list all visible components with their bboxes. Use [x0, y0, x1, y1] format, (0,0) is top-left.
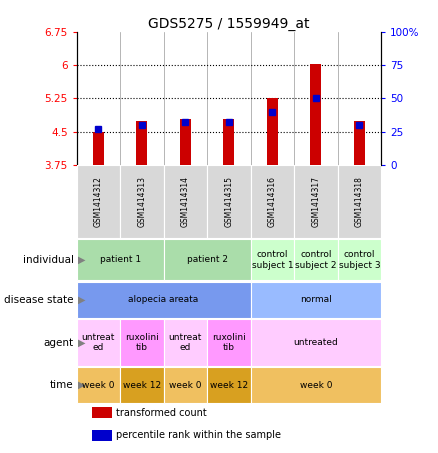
- Text: week 0: week 0: [300, 381, 332, 390]
- Text: normal: normal: [300, 295, 332, 304]
- Text: GSM1414317: GSM1414317: [311, 176, 320, 227]
- Bar: [338, 239, 381, 280]
- Bar: [137, 120, 147, 165]
- Bar: [120, 319, 164, 366]
- Bar: [251, 319, 381, 366]
- Bar: [120, 165, 164, 238]
- Bar: [77, 319, 120, 366]
- Text: time: time: [50, 380, 74, 390]
- Text: week 12: week 12: [123, 381, 161, 390]
- Text: ▶: ▶: [78, 337, 86, 347]
- Bar: [120, 367, 164, 403]
- Text: ▶: ▶: [78, 295, 86, 305]
- Text: GSM1414316: GSM1414316: [268, 176, 277, 227]
- Text: percentile rank within the sample: percentile rank within the sample: [116, 430, 281, 440]
- Text: disease state: disease state: [4, 295, 74, 305]
- Bar: [164, 239, 251, 280]
- Text: untreat
ed: untreat ed: [82, 333, 115, 352]
- Text: untreat
ed: untreat ed: [169, 333, 202, 352]
- Bar: [338, 165, 381, 238]
- Text: ▶: ▶: [78, 255, 86, 265]
- Bar: [77, 239, 164, 280]
- Bar: [92, 429, 112, 441]
- Text: control
subject 2: control subject 2: [295, 250, 336, 270]
- Bar: [354, 120, 365, 165]
- Bar: [223, 119, 234, 165]
- Bar: [207, 319, 251, 366]
- Bar: [93, 132, 104, 165]
- Bar: [251, 165, 294, 238]
- Text: ▶: ▶: [78, 380, 86, 390]
- Text: alopecia areata: alopecia areata: [128, 295, 199, 304]
- Bar: [207, 165, 251, 238]
- Bar: [77, 367, 120, 403]
- Bar: [294, 239, 338, 280]
- Bar: [251, 282, 381, 318]
- Bar: [180, 119, 191, 165]
- Text: agent: agent: [43, 337, 74, 347]
- Text: week 0: week 0: [82, 381, 115, 390]
- Text: week 0: week 0: [169, 381, 201, 390]
- Bar: [207, 367, 251, 403]
- Text: GSM1414314: GSM1414314: [181, 176, 190, 227]
- Text: week 12: week 12: [210, 381, 248, 390]
- Text: untreated: untreated: [293, 338, 338, 347]
- Bar: [77, 282, 251, 318]
- Title: GDS5275 / 1559949_at: GDS5275 / 1559949_at: [148, 17, 310, 31]
- Text: patient 2: patient 2: [187, 255, 228, 265]
- Bar: [164, 367, 207, 403]
- Text: GSM1414313: GSM1414313: [138, 176, 146, 227]
- Text: control
subject 1: control subject 1: [251, 250, 293, 270]
- Bar: [164, 319, 207, 366]
- Bar: [311, 64, 321, 165]
- Text: ruxolini
tib: ruxolini tib: [125, 333, 159, 352]
- Text: control
subject 3: control subject 3: [339, 250, 380, 270]
- Bar: [164, 165, 207, 238]
- Text: GSM1414312: GSM1414312: [94, 176, 103, 227]
- Text: ruxolini
tib: ruxolini tib: [212, 333, 246, 352]
- Bar: [251, 367, 381, 403]
- Bar: [92, 407, 112, 418]
- Text: GSM1414318: GSM1414318: [355, 176, 364, 227]
- Text: individual: individual: [23, 255, 74, 265]
- Bar: [77, 165, 120, 238]
- Bar: [294, 165, 338, 238]
- Text: GSM1414315: GSM1414315: [224, 176, 233, 227]
- Bar: [267, 98, 278, 165]
- Text: patient 1: patient 1: [99, 255, 141, 265]
- Text: transformed count: transformed count: [116, 408, 207, 418]
- Bar: [251, 239, 294, 280]
